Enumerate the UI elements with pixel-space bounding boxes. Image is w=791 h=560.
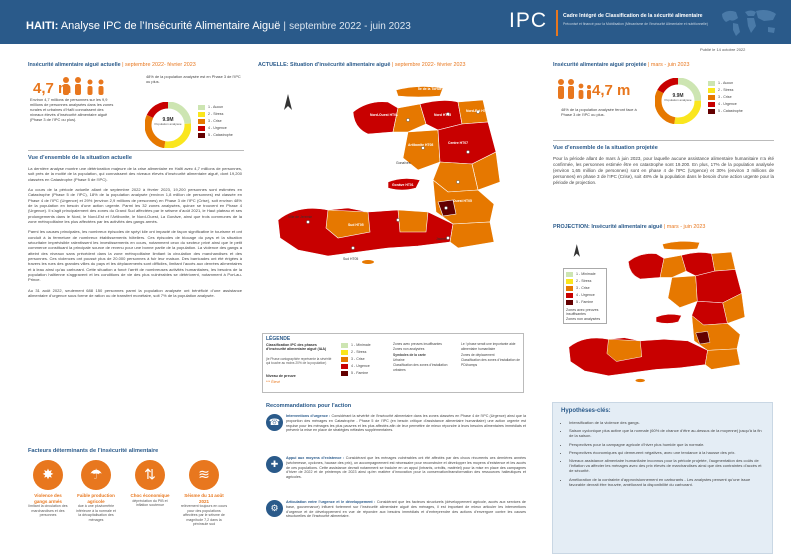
projected-stat: 4,7 m bbox=[592, 82, 631, 99]
proj-pie-center-value: 9.9M bbox=[672, 93, 684, 99]
current-overview-title: Vue d’ensemble de la situation actuelle bbox=[28, 155, 132, 161]
current-stat: 4,7 m bbox=[33, 80, 72, 97]
list-item: Intensification de la violence des gangs… bbox=[569, 420, 767, 425]
divider bbox=[28, 150, 244, 151]
header-bar: HAITI: Analyse IPC de l’Insécurité Alime… bbox=[0, 0, 791, 44]
emergency-icon: ☎ bbox=[266, 414, 283, 431]
list-item: Perspectives économiques qui demeurent n… bbox=[569, 450, 767, 455]
people-icon bbox=[63, 77, 104, 95]
list-item: Niveaux assistance alimentaire humanitai… bbox=[569, 458, 767, 474]
pie-caption: 48% de la population analysée est en Pha… bbox=[146, 74, 241, 84]
factors-title: Facteurs déterminants de l’insécurité al… bbox=[28, 448, 159, 454]
reco-title: Recommandations pour l’action bbox=[266, 403, 352, 409]
projection-map-legend: 1 - Minimale 2 - Stress 3 - Crise 4 - Ur… bbox=[563, 268, 607, 325]
projected-title: Insécurité alimentaire aiguë projetée | … bbox=[553, 62, 690, 68]
svg-text:Sud HT05: Sud HT05 bbox=[343, 257, 358, 261]
development-icon: ⚙ bbox=[266, 500, 283, 517]
reco-livelihood: ✚ Appui aux moyens d’existence : Considé… bbox=[266, 456, 528, 498]
list-item: Perspectives pour la campagne agricole d… bbox=[569, 442, 767, 447]
north-arrow-icon bbox=[573, 244, 580, 257]
north-arrow-icon bbox=[284, 94, 292, 110]
svg-text:Nord HT03: Nord HT03 bbox=[434, 113, 451, 117]
projected-overview-title: Vue d’ensemble de la situation projetée bbox=[553, 145, 658, 151]
svg-text:Gonâve HT01: Gonâve HT01 bbox=[392, 183, 414, 187]
current-title: Insécurité alimentaire aiguë actuelle | … bbox=[28, 62, 196, 68]
pie-center-value: 9.9M bbox=[162, 117, 174, 123]
pie-center-label: Population analysée bbox=[154, 122, 182, 126]
gang-violence-icon: ✸ bbox=[33, 460, 63, 490]
divider bbox=[553, 140, 774, 141]
list-item: Amélioration de la contrainte d’approvis… bbox=[569, 477, 767, 487]
livelihood-icon: ✚ bbox=[266, 456, 283, 473]
svg-text:Île de la Tortue HT01: Île de la Tortue HT01 bbox=[417, 86, 451, 91]
hypotheses-list: Intensification de la violence des gangs… bbox=[563, 420, 767, 490]
factor-earthquake: ≋ Séisme du 14 août 2021 relèvement touj… bbox=[180, 460, 228, 527]
projection-map-title: PROJECTION: Insécurité alimentaire aiguë… bbox=[553, 224, 706, 230]
proj-pie-center-label: Population analysée bbox=[664, 98, 692, 102]
reco-emergency: ☎ Interventions d’urgence : Considérant … bbox=[266, 414, 528, 456]
map1-title: ACTUELLE: Situation d’insécurité aliment… bbox=[258, 62, 466, 68]
reco-development: ⚙ Articulation entre l’urgence et le dév… bbox=[266, 500, 528, 542]
org-name: Cadre Intégré de Classification de la sé… bbox=[563, 13, 703, 19]
org-subtitle: Préconisé et financé pour la Mobilisatio… bbox=[563, 22, 708, 26]
current-map: Nord-Ouest HT01 Île de la Tortue HT01 No… bbox=[258, 72, 538, 330]
current-pie-chart bbox=[145, 102, 191, 148]
agriculture-icon: ☂ bbox=[81, 460, 111, 490]
svg-text:Centre HT07: Centre HT07 bbox=[448, 141, 468, 145]
current-pie-legend: 1 - Aucun 2 - Stress 3 - Crise 4 - Urgen… bbox=[198, 104, 233, 139]
svg-text:Nord-Ouest HT01: Nord-Ouest HT01 bbox=[370, 113, 398, 117]
svg-text:Ouest HT05: Ouest HT05 bbox=[453, 199, 472, 203]
factor-economic-shock: ⇅ Choc économique dépréciation du PIB et… bbox=[130, 460, 170, 508]
world-map-icon bbox=[722, 10, 776, 36]
ipc-logo: IPC bbox=[509, 9, 548, 32]
svg-text:Nord-Est HT02: Nord-Est HT02 bbox=[466, 109, 490, 113]
earthquake-icon: ≋ bbox=[189, 460, 219, 490]
hypotheses-title: Hypothèses-clés: bbox=[561, 408, 611, 414]
projected-pie-chart bbox=[655, 78, 701, 124]
current-stat-text: Environ 4,7 millions de personnes sur le… bbox=[30, 97, 114, 122]
page-title: HAITI: Analyse IPC de l’Insécurité Alime… bbox=[26, 20, 411, 32]
svg-text:Sud HT05: Sud HT05 bbox=[348, 223, 364, 227]
factor-agriculture: ☂ Faible production agricole due à une p… bbox=[76, 460, 116, 522]
list-item: Saison cyclonique plus active que la nor… bbox=[569, 428, 767, 438]
logo-divider bbox=[556, 10, 558, 36]
economic-shock-icon: ⇅ bbox=[135, 460, 165, 490]
current-overview-text: La dernière analyse montre une détériora… bbox=[28, 166, 242, 298]
projected-stat-text: 48% de la population analysée feront fac… bbox=[561, 107, 637, 117]
hypotheses-box: Hypothèses-clés: Intensification de la v… bbox=[552, 402, 773, 554]
svg-text:Gonaïves: Gonaïves bbox=[396, 161, 411, 165]
factor-gang-violence: ✸ Violence des gangs armés limitant la c… bbox=[28, 460, 68, 518]
svg-text:Jacmel: Jacmel bbox=[436, 237, 447, 241]
map1-legend: LÉGENDE Classification IPC des phases d’… bbox=[262, 333, 524, 393]
svg-text:Ville de Jeremie: Ville de Jeremie bbox=[288, 215, 312, 219]
projected-overview-text: Pour la période allant de mars à juin 20… bbox=[553, 156, 774, 185]
publication-date: Publié le 14 octobre 2022 bbox=[700, 47, 746, 52]
svg-text:Artibonite HT08: Artibonite HT08 bbox=[408, 143, 433, 147]
family-icon bbox=[558, 79, 591, 99]
projected-pie-legend: 1 - Aucun 2 - Stress 3 - Crise 4 - Urgen… bbox=[708, 80, 743, 115]
